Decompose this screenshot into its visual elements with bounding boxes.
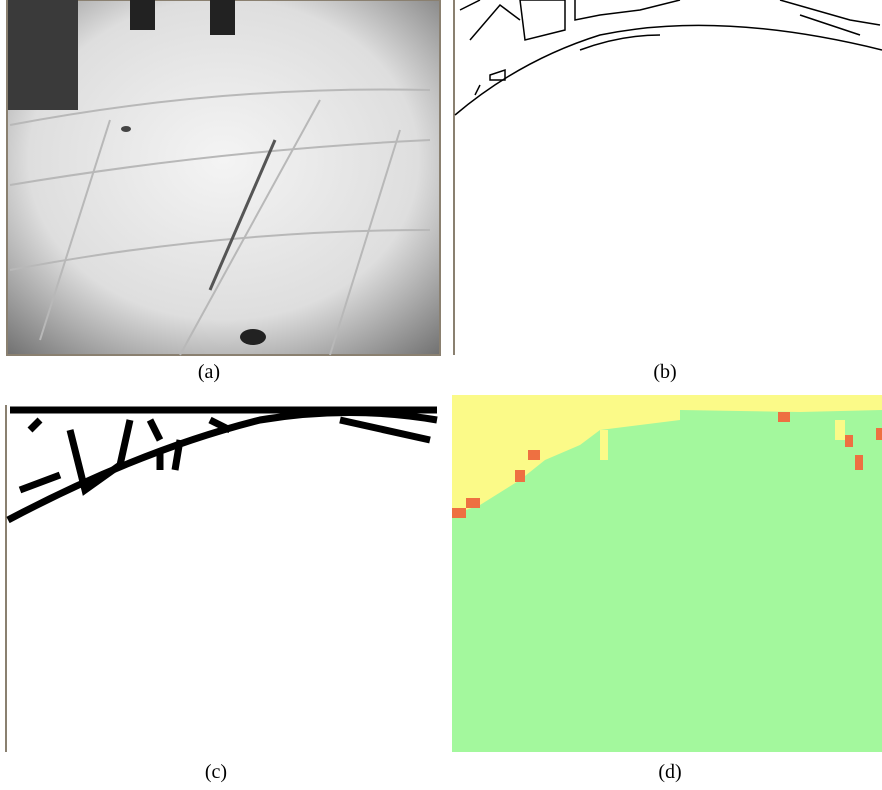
panel-label: (b) xyxy=(653,361,676,383)
figure: (a) (b) (c) (d) xyxy=(0,0,882,790)
photo-panel xyxy=(7,0,440,355)
edge-panel xyxy=(453,0,882,355)
panel-label: (a) xyxy=(198,361,220,383)
panel-label: (d) xyxy=(658,761,681,783)
panel-label: (c) xyxy=(205,761,227,783)
segmentation-panel xyxy=(452,395,882,752)
dilated-panel xyxy=(5,405,437,752)
